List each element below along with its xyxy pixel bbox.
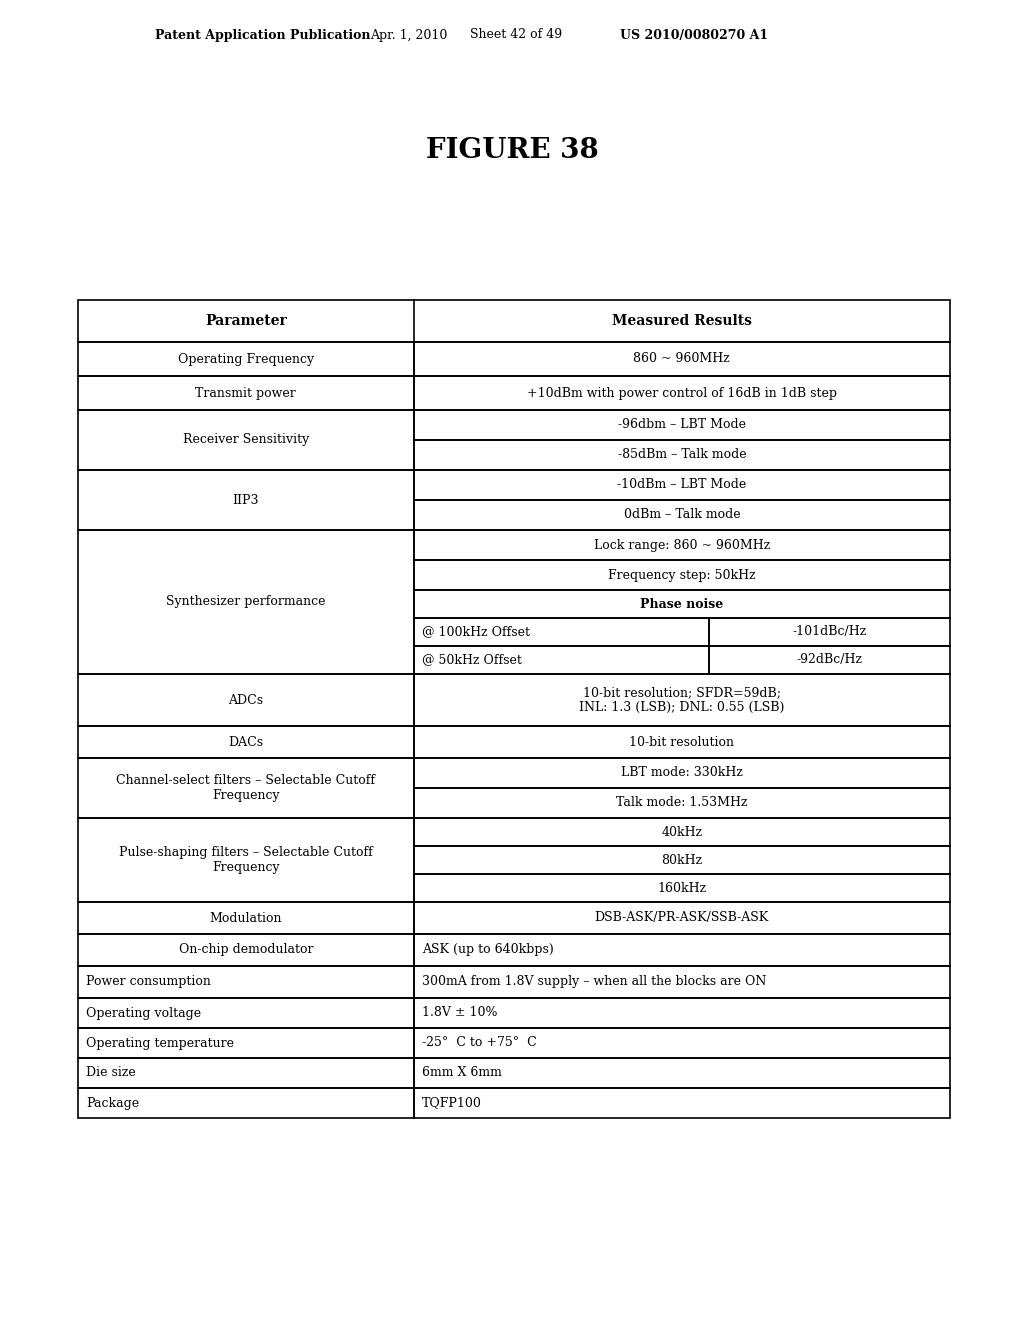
Text: Package: Package (86, 1097, 139, 1110)
Bar (78, 1028, 414, 1059)
Text: 0dBm – Talk mode: 0dBm – Talk mode (624, 508, 740, 521)
Bar (78, 935, 414, 966)
Bar (78, 342, 414, 376)
Bar (414, 874, 950, 902)
Text: Modulation: Modulation (210, 912, 282, 924)
Bar (414, 376, 950, 411)
Bar (414, 758, 950, 788)
Text: 6mm X 6mm: 6mm X 6mm (422, 1067, 502, 1080)
Text: @ 100kHz Offset: @ 100kHz Offset (422, 626, 529, 639)
Bar (78, 411, 414, 470)
Text: 40kHz: 40kHz (662, 825, 702, 838)
Text: Frequency step: 50kHz: Frequency step: 50kHz (608, 569, 756, 582)
Text: Operating Frequency: Operating Frequency (178, 352, 314, 366)
Text: @ 50kHz Offset: @ 50kHz Offset (422, 653, 521, 667)
Bar (414, 342, 950, 376)
Text: Measured Results: Measured Results (612, 314, 752, 327)
Bar (414, 590, 950, 618)
Text: 300mA from 1.8V supply – when all the blocks are ON: 300mA from 1.8V supply – when all the bl… (422, 975, 766, 989)
Text: Apr. 1, 2010: Apr. 1, 2010 (370, 29, 447, 41)
Text: -101dBc/Hz: -101dBc/Hz (793, 626, 866, 639)
Text: -85dBm – Talk mode: -85dBm – Talk mode (617, 449, 746, 462)
Text: Power consumption: Power consumption (86, 975, 211, 989)
Bar (414, 675, 950, 726)
Text: Lock range: 860 ~ 960MHz: Lock range: 860 ~ 960MHz (594, 539, 770, 552)
Bar (414, 560, 950, 590)
Bar (78, 998, 414, 1028)
Bar (414, 818, 950, 846)
Text: Die size: Die size (86, 1067, 136, 1080)
Text: FIGURE 38: FIGURE 38 (426, 136, 598, 164)
Text: ASK (up to 640kbps): ASK (up to 640kbps) (422, 944, 553, 957)
Text: On-chip demodulator: On-chip demodulator (178, 944, 313, 957)
Text: IIP3: IIP3 (232, 494, 259, 507)
Text: +10dBm with power control of 16dB in 1dB step: +10dBm with power control of 16dB in 1dB… (527, 387, 837, 400)
Text: DACs: DACs (228, 735, 263, 748)
Text: US 2010/0080270 A1: US 2010/0080270 A1 (620, 29, 768, 41)
Bar (414, 645, 709, 675)
Text: Talk mode: 1.53MHz: Talk mode: 1.53MHz (616, 796, 748, 809)
Text: TQFP100: TQFP100 (422, 1097, 481, 1110)
Text: DSB-ASK/PR-ASK/SSB-ASK: DSB-ASK/PR-ASK/SSB-ASK (595, 912, 769, 924)
Bar (78, 818, 414, 902)
Bar (78, 966, 414, 998)
Bar (414, 1088, 950, 1118)
Bar (414, 470, 950, 500)
Bar (709, 645, 950, 675)
Bar (78, 675, 414, 726)
Text: Channel-select filters – Selectable Cutoff
Frequency: Channel-select filters – Selectable Cuto… (117, 774, 376, 803)
Text: 10-bit resolution; SFDR=59dB;
INL: 1.3 (LSB); DNL: 0.55 (LSB): 10-bit resolution; SFDR=59dB; INL: 1.3 (… (580, 686, 784, 714)
Bar (414, 500, 950, 531)
Text: -92dBc/Hz: -92dBc/Hz (797, 653, 862, 667)
Bar (78, 1059, 414, 1088)
Bar (414, 846, 950, 874)
Bar (414, 726, 950, 758)
Text: 860 ~ 960MHz: 860 ~ 960MHz (634, 352, 730, 366)
Text: Sheet 42 of 49: Sheet 42 of 49 (470, 29, 562, 41)
Text: Parameter: Parameter (205, 314, 287, 327)
Text: 1.8V ± 10%: 1.8V ± 10% (422, 1006, 498, 1019)
Bar (78, 376, 414, 411)
Bar (414, 998, 950, 1028)
Bar (414, 1028, 950, 1059)
Text: Synthesizer performance: Synthesizer performance (166, 595, 326, 609)
Text: Patent Application Publication: Patent Application Publication (155, 29, 371, 41)
Bar (414, 966, 950, 998)
Bar (78, 1088, 414, 1118)
Text: Pulse-shaping filters – Selectable Cutoff
Frequency: Pulse-shaping filters – Selectable Cutof… (119, 846, 373, 874)
Text: -25°  C to +75°  C: -25° C to +75° C (422, 1036, 537, 1049)
Bar (414, 531, 950, 560)
Bar (78, 902, 414, 935)
Bar (414, 411, 950, 440)
Text: 10-bit resolution: 10-bit resolution (630, 735, 734, 748)
Text: Transmit power: Transmit power (196, 387, 296, 400)
Bar (78, 470, 414, 531)
Bar (78, 726, 414, 758)
Text: ADCs: ADCs (228, 693, 263, 706)
Bar (414, 618, 709, 645)
Text: LBT mode: 330kHz: LBT mode: 330kHz (621, 767, 742, 780)
Bar (414, 935, 950, 966)
Text: 80kHz: 80kHz (662, 854, 702, 866)
Text: Operating temperature: Operating temperature (86, 1036, 234, 1049)
Text: Operating voltage: Operating voltage (86, 1006, 201, 1019)
Bar (414, 440, 950, 470)
Bar (78, 758, 414, 818)
Text: 160kHz: 160kHz (657, 882, 707, 895)
Bar (414, 788, 950, 818)
Bar (78, 300, 950, 342)
Text: Receiver Sensitivity: Receiver Sensitivity (182, 433, 309, 446)
Bar (78, 531, 414, 675)
Text: -96dbm – LBT Mode: -96dbm – LBT Mode (617, 418, 745, 432)
Bar (709, 618, 950, 645)
Text: Phase noise: Phase noise (640, 598, 724, 610)
Bar (414, 1059, 950, 1088)
Text: -10dBm – LBT Mode: -10dBm – LBT Mode (617, 479, 746, 491)
Bar (414, 902, 950, 935)
